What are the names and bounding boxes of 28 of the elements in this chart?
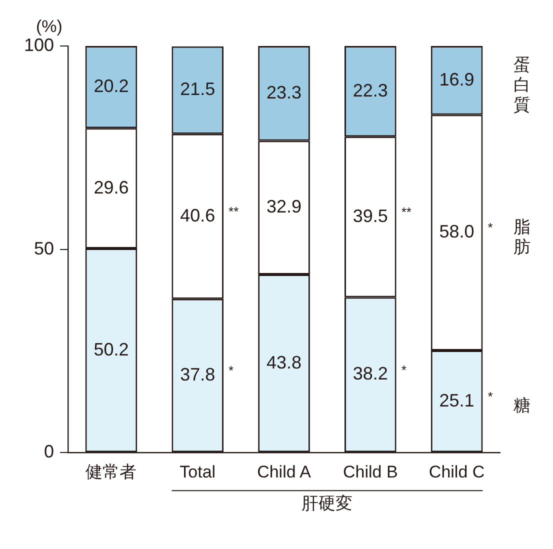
- series-label: 蛋白質: [514, 56, 530, 115]
- data-label: 22.3: [352, 80, 388, 100]
- data-label: 38.2 *: [352, 362, 406, 384]
- data-label: 37.8 *: [180, 363, 234, 384]
- x-tick-label: Child A: [257, 462, 312, 482]
- data-label: 20.2: [94, 76, 129, 96]
- y-tick-label: 100: [24, 34, 54, 55]
- y-axis-title: (%): [36, 17, 62, 36]
- data-label: 23.3: [266, 82, 302, 102]
- data-label: 40.6 **: [180, 204, 239, 226]
- x-tick-label: Total: [180, 462, 216, 482]
- series-label: 脂肪: [514, 217, 530, 256]
- data-label: 21.5: [180, 79, 216, 100]
- data-label: 58.0 *: [439, 220, 493, 242]
- data-label: 25.1 *: [439, 388, 493, 410]
- x-tick-label: Child C: [428, 462, 485, 482]
- data-label: 29.6: [94, 177, 129, 198]
- text: 肝硬変: [302, 494, 353, 513]
- series-label: 糖: [514, 396, 530, 416]
- y-tick-label: 0: [44, 442, 54, 462]
- data-label: 43.8: [266, 352, 302, 372]
- data-label: 39.5 **: [352, 204, 412, 226]
- x-tick-label: Child B: [343, 462, 398, 482]
- data-label: 16.9: [439, 69, 474, 90]
- x-tick-label: 健常者: [86, 462, 137, 482]
- data-label: 32.9: [266, 196, 302, 217]
- data-label: 50.2: [94, 339, 129, 360]
- y-tick-label: 50: [34, 238, 54, 258]
